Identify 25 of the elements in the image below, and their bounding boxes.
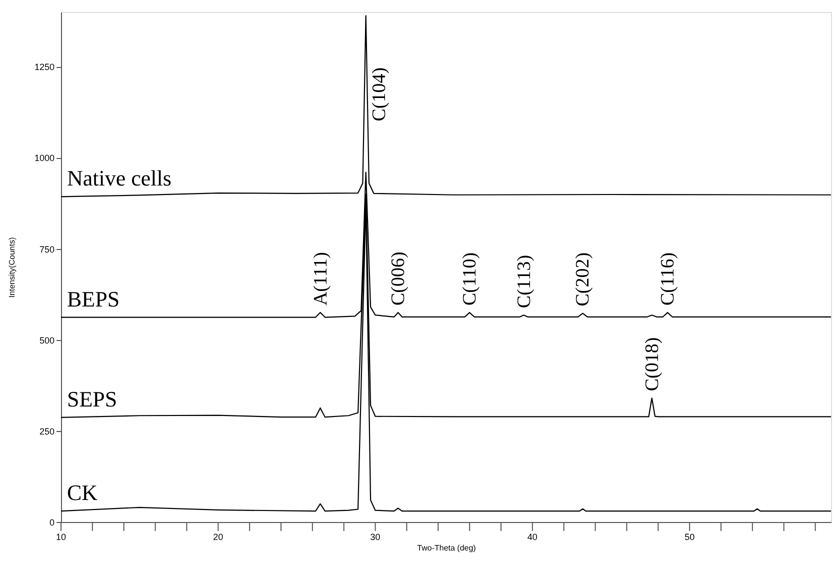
annotation: C(113) [514,254,535,308]
y-tick-label: 0 [49,518,54,528]
series-label: CK [67,480,98,506]
y-tick-label: 750 [39,244,54,254]
annotation: C(018) [642,337,663,392]
y-tick-label: 1250 [34,62,54,72]
x-tick-label: 50 [684,532,695,542]
x-tick-label: 10 [56,532,66,542]
annotation: C(006) [388,252,410,306]
annotation: C(116) [658,252,679,306]
annotation: C(202) [572,252,594,306]
series-label: Native cells [67,166,172,191]
series-label: BEPS [67,286,120,312]
y-tick-label: 1000 [34,153,54,164]
x-tick-label: 20 [213,532,224,542]
annotation: C(104) [368,67,390,122]
x-axis-title: Two-Theta (deg) [417,544,476,552]
y-tick-label: 250 [39,426,54,436]
x-tick-label: 40 [527,532,538,542]
annotation: A(111) [310,252,332,306]
annotation: C(110) [460,252,481,306]
series-label: SEPS [67,386,118,412]
y-axis-title: Intensity(Counts) [7,236,16,298]
x-tick-label: 30 [370,532,380,542]
y-tick-label: 500 [39,335,54,346]
